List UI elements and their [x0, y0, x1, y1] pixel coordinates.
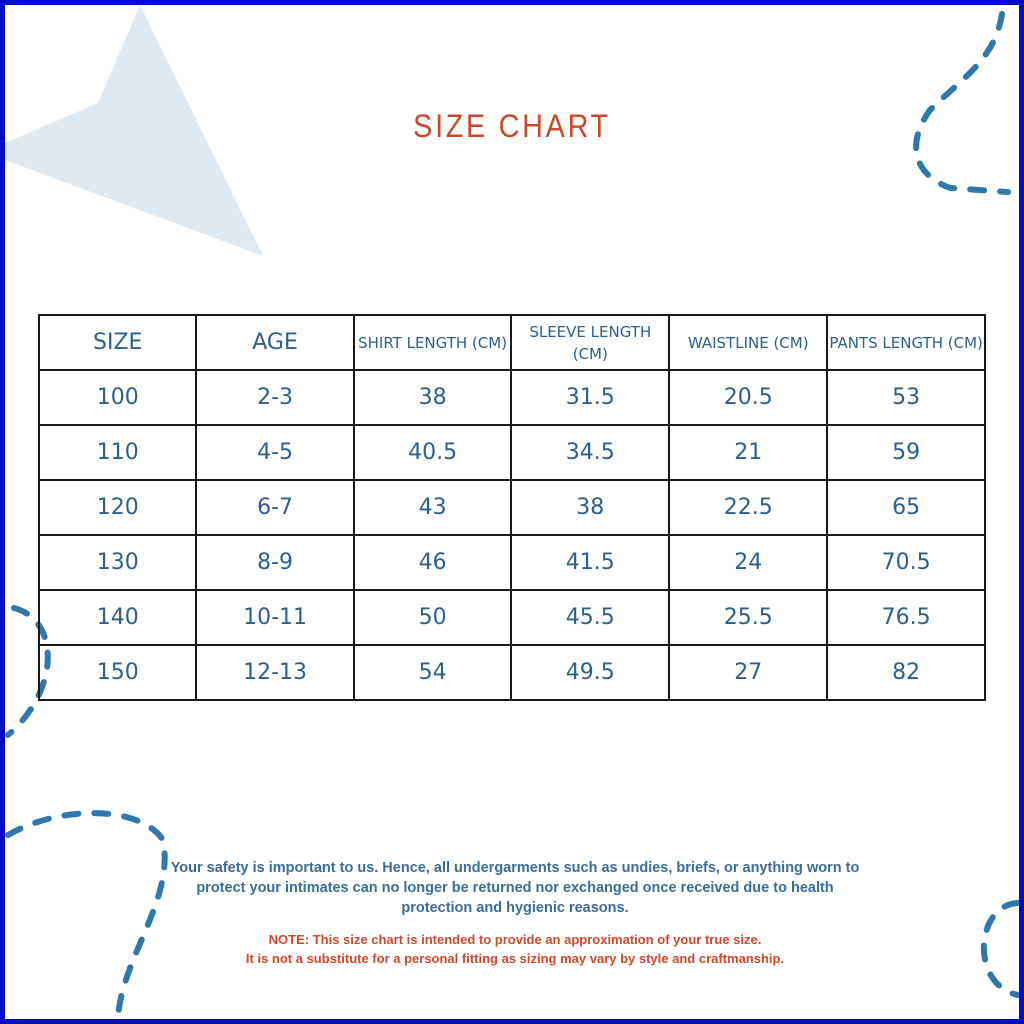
- dashed-curve-bottom-left: [5, 810, 168, 1023]
- table-cell: 10-11: [195, 589, 355, 646]
- table-cell: 76.5: [826, 589, 986, 646]
- table-cell: 31.5: [510, 369, 671, 426]
- table-cell: 82: [826, 644, 986, 701]
- table-cell: 53: [826, 369, 986, 426]
- table-cell: 130: [37, 534, 198, 591]
- table-cell: 40.5: [352, 424, 513, 481]
- table-cell: 50: [352, 589, 513, 646]
- page-title: SIZE CHART: [413, 108, 611, 144]
- table-row: 130 8-9 46 41.5 24 70.5: [37, 534, 986, 591]
- size-table: SIZE AGE SHIRT LENGTH (CM) SLEEVE LENGTH…: [37, 314, 986, 701]
- table-cell: 120: [37, 479, 198, 536]
- table-cell: 45.5: [510, 589, 671, 646]
- table-cell: 20.5: [668, 369, 829, 426]
- table-row: 140 10-11 50 45.5 25.5 76.5: [37, 589, 986, 646]
- table-cell: 46: [352, 534, 513, 591]
- table-header-row: SIZE AGE SHIRT LENGTH (CM) SLEEVE LENGTH…: [37, 314, 986, 371]
- note-line: NOTE: This size chart is intended to pro…: [268, 932, 762, 947]
- table-cell: 38: [352, 369, 513, 426]
- table-cell: 150: [37, 644, 198, 701]
- table-cell: 24: [668, 534, 829, 591]
- table-cell: 4-5: [195, 424, 355, 481]
- table-cell: 8-9: [195, 534, 355, 591]
- table-cell: 25.5: [668, 589, 829, 646]
- table-cell: 34.5: [510, 424, 671, 481]
- table-cell: 38: [510, 479, 671, 536]
- table-cell: 6-7: [195, 479, 355, 536]
- size-note: NOTE: This size chart is intended to pro…: [160, 930, 870, 968]
- header-cell: PANTS LENGTH (CM): [826, 314, 986, 371]
- header-cell: SIZE: [37, 314, 198, 371]
- table-cell: 70.5: [826, 534, 986, 591]
- table-cell: 41.5: [510, 534, 671, 591]
- header-cell: WAISTLINE (CM): [668, 314, 829, 371]
- table-cell: 140: [37, 589, 198, 646]
- table-cell: 100: [37, 369, 198, 426]
- table-cell: 110: [37, 424, 198, 481]
- table-cell: 49.5: [510, 644, 671, 701]
- table-row: 120 6-7 43 38 22.5 65: [37, 479, 986, 536]
- table-row: 100 2-3 38 31.5 20.5 53: [37, 369, 986, 426]
- table-row: 110 4-5 40.5 34.5 21 59: [37, 424, 986, 481]
- header-cell: SHIRT LENGTH (CM): [352, 314, 513, 371]
- table-row: 150 12-13 54 49.5 27 82: [37, 644, 986, 701]
- dashed-curve-bottom-right: [980, 900, 1021, 998]
- table-cell: 59: [826, 424, 986, 481]
- table-cell: 65: [826, 479, 986, 536]
- table-cell: 22.5: [668, 479, 829, 536]
- notes-section: Your safety is important to us. Hence, a…: [160, 858, 870, 968]
- table-cell: 54: [352, 644, 513, 701]
- safety-notice: Your safety is important to us. Hence, a…: [170, 860, 860, 916]
- table-cell: 27: [668, 644, 829, 701]
- table-cell: 12-13: [195, 644, 355, 701]
- header-cell: AGE: [195, 314, 355, 371]
- dashed-curve-top-right: [913, 11, 1011, 195]
- table-cell: 43: [352, 479, 513, 536]
- table-cell: 2-3: [195, 369, 355, 426]
- triangle-shape: [5, 5, 263, 256]
- note-line: It is not a substitute for a personal fi…: [245, 951, 785, 966]
- header-cell: SLEEVE LENGTH (CM): [510, 314, 671, 371]
- table-cell: 21: [668, 424, 829, 481]
